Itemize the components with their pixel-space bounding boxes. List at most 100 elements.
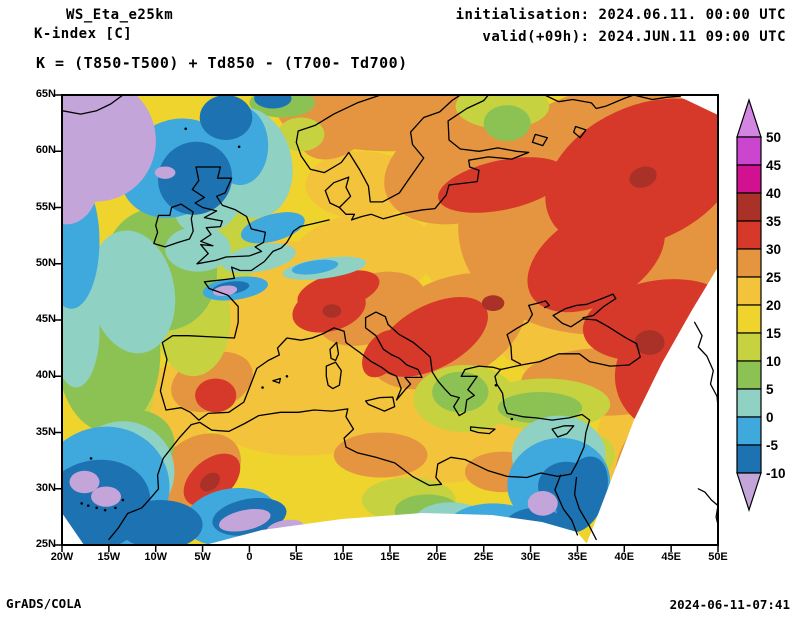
colorbar-arrow-above [736,98,762,138]
kindex-region-lav [62,134,100,225]
x-tick-label: 10E [333,551,353,563]
coastline [469,426,496,435]
coastline [573,125,587,139]
y-tick-label: 60N [35,144,56,157]
creation-timestamp: 2024-06-11-07:41 [669,597,790,612]
kindex-region-red [376,296,488,377]
kindex-region-blue [240,212,305,244]
kindex-region-teal [221,243,296,273]
colorbar-segment [736,360,762,390]
kindex-region-dblue [118,500,203,545]
colorbar-segment [736,416,762,446]
y-tick-label: 25N [35,538,56,550]
valid-time: valid(+09h): 2024.JUN.11 09:00 UTC [482,29,786,45]
colorbar-label: 40 [766,186,781,201]
kindex-region-green [483,105,531,142]
colorbar-segment [736,164,762,194]
x-tick-label: 15E [380,551,400,563]
x-tick-label: 5W [194,551,211,563]
coastline [324,176,352,209]
coastline [191,166,267,265]
kindex-region-lav [527,491,558,516]
coastline [551,425,575,438]
kindex-region-orange [333,432,428,478]
kindex-region-dred [629,166,657,188]
y-tick-label: 30N [35,481,56,494]
island-dot [261,386,264,389]
colorbar-label: 25 [766,270,782,285]
y-tick-label: 50N [35,256,56,269]
kindex-region-green [432,371,489,413]
colorbar-label: 50 [766,130,781,145]
y-tick-label: 55N [35,200,56,213]
kindex-region-dred [634,330,665,355]
kindex-region-lav [218,508,271,532]
kindex-region-red [438,157,567,213]
x-tick-label: 35E [567,551,588,563]
x-tick-label: 0 [246,551,253,563]
colorbar-segment [736,332,762,362]
map-field [62,95,718,545]
kindex-region-lav [91,486,122,507]
x-tick-label: 50E [708,551,728,563]
colorbar-label: 5 [766,382,774,397]
colorbar-label: 20 [766,298,781,313]
colorbar-segment [736,388,762,418]
x-tick-label: 20W [50,551,74,563]
kindex-region-red [297,270,380,312]
coastline [531,133,549,147]
colorbar-segment [736,220,762,250]
y-tick-label: 45N [35,313,56,325]
colorbar-segment [736,304,762,334]
coastline [153,203,194,248]
x-tick-label: 25E [473,551,494,563]
colorbar-arrow-below [736,472,762,512]
kindex-region-teal [165,226,231,272]
coastline [364,396,396,412]
x-tick-label: 10W [144,551,168,563]
domain-edge-mask [205,513,588,545]
x-tick-label: 30E [520,551,541,563]
coastline [552,293,641,358]
parameter-title: K-index [C] [34,26,133,42]
coastline [573,476,597,541]
colorbar-segment [736,136,762,166]
colorbar-label: 15 [766,326,782,341]
k-index-formula: K = (T850-T500) + Td850 - (T700- Td700) [36,54,408,72]
coastline [543,95,682,110]
kindex-region-red [362,330,403,378]
x-tick-label: 45E [661,551,681,563]
kindex-region-teal [89,230,176,354]
x-tick-label: 40E [614,551,635,563]
colorbar-label: 45 [766,158,782,173]
island-dot [494,383,498,387]
colorbar-label: -10 [766,466,786,481]
kindex-region-dblue [199,95,253,140]
coastline [693,321,718,409]
colorbar-label: 30 [766,242,781,257]
colorbar-label: 10 [766,354,781,369]
domain-edge-mask [62,513,84,545]
grads-credit: GrADS/COLA [6,596,82,611]
island-dot [121,498,125,502]
kindex-region-dred [200,472,221,492]
coastline [697,488,718,526]
coastline [272,377,282,384]
colorbar-label: 35 [766,214,782,229]
island-dot [89,457,93,460]
y-tick-label: 40N [35,369,56,382]
colorbar-segment [736,444,762,474]
coastline [295,95,461,203]
kindex-region-dblue [556,456,608,533]
kindex-region-dred [481,295,505,311]
coastline [554,474,579,536]
coastline [494,368,591,421]
kindex-region-lav [154,166,176,179]
kindex-region-red [195,378,237,413]
kindex-region-dblue [254,95,292,109]
colorbar-label: -5 [766,438,778,453]
island-dot [86,504,90,507]
kindex-region-lav [212,285,238,297]
